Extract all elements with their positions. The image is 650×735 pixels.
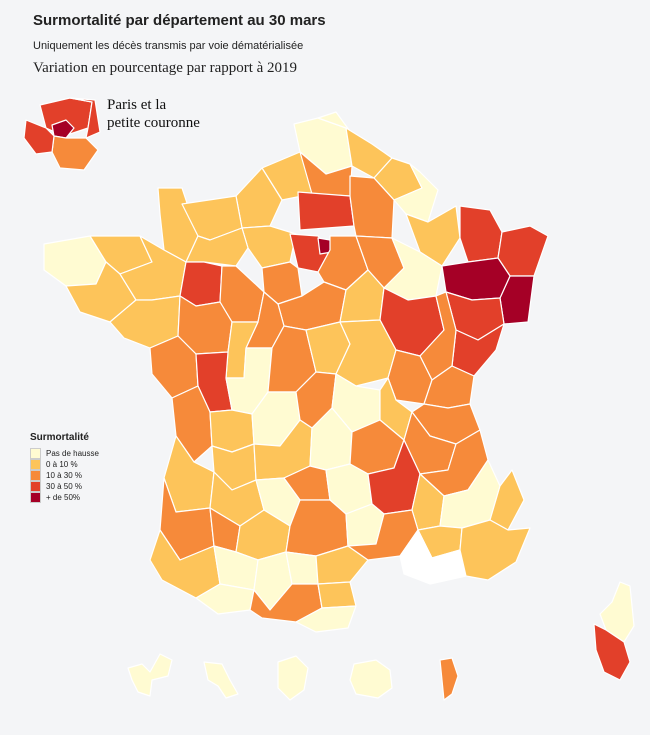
legend-item-none: Pas de hausse	[30, 448, 99, 459]
dept-aude[interactable]	[317, 581, 357, 609]
dept-herault[interactable]	[315, 545, 369, 585]
paris-inset-label-line2: petite couronne	[107, 115, 200, 131]
dept-moselle[interactable]	[459, 205, 503, 263]
legend-label: 0 à 10 %	[46, 460, 78, 469]
dept-pyrenees-orientales[interactable]	[295, 605, 357, 633]
legend-item-max: + de 50%	[30, 492, 99, 503]
variation-label: Variation en pourcentage par rapport à 2…	[33, 60, 298, 76]
overseas	[127, 653, 459, 701]
dept-paris-inset-center[interactable]	[51, 119, 75, 139]
dept-guyane[interactable]	[277, 655, 309, 701]
legend-swatch	[30, 459, 41, 470]
dept-deux-sevres[interactable]	[209, 409, 255, 453]
legend-label: 10 à 30 %	[46, 471, 83, 480]
dept-tarn[interactable]	[285, 551, 319, 585]
dept-martinique[interactable]	[203, 661, 239, 699]
dept-mayotte[interactable]	[439, 657, 459, 701]
legend-item-low: 0 à 10 %	[30, 459, 99, 470]
legend-swatch	[30, 470, 41, 481]
legend-title: Surmortalité	[30, 432, 89, 443]
legend-swatch	[30, 492, 41, 503]
dept-paris-inset-southwest[interactable]	[23, 119, 55, 155]
dept-reunion[interactable]	[349, 659, 393, 699]
dept-saone-et-loire[interactable]	[335, 319, 397, 387]
dept-paris-inset-south[interactable]	[51, 135, 99, 171]
paris-inset-label-line1: Paris et la	[107, 97, 167, 113]
mainland	[43, 111, 549, 633]
legend-label: 30 à 50 %	[46, 482, 83, 491]
paris-inset	[23, 97, 101, 171]
legend-swatch	[30, 481, 41, 492]
legend-label: + de 50%	[46, 493, 81, 502]
dept-corse-du-sud[interactable]	[593, 623, 631, 681]
corsica	[593, 581, 635, 681]
dept-val-doise[interactable]	[297, 191, 355, 231]
legend: Surmortalité Pas de hausse 0 à 10 % 10 à…	[30, 432, 99, 503]
dept-guadeloupe[interactable]	[127, 653, 173, 697]
legend-item-mid: 10 à 30 %	[30, 470, 99, 481]
legend-item-high: 30 à 50 %	[30, 481, 99, 492]
dept-eure[interactable]	[241, 225, 297, 269]
paris-inset-label: Paris et la petite couronne	[107, 96, 200, 132]
map-subtitle: Uniquement les décès transmis par voie d…	[33, 40, 304, 52]
map-title: Surmortalité par département au 30 mars	[33, 12, 326, 29]
legend-label: Pas de hausse	[46, 449, 99, 458]
dept-gard[interactable]	[347, 509, 419, 561]
legend-swatch	[30, 448, 41, 459]
dept-var[interactable]	[459, 519, 531, 581]
